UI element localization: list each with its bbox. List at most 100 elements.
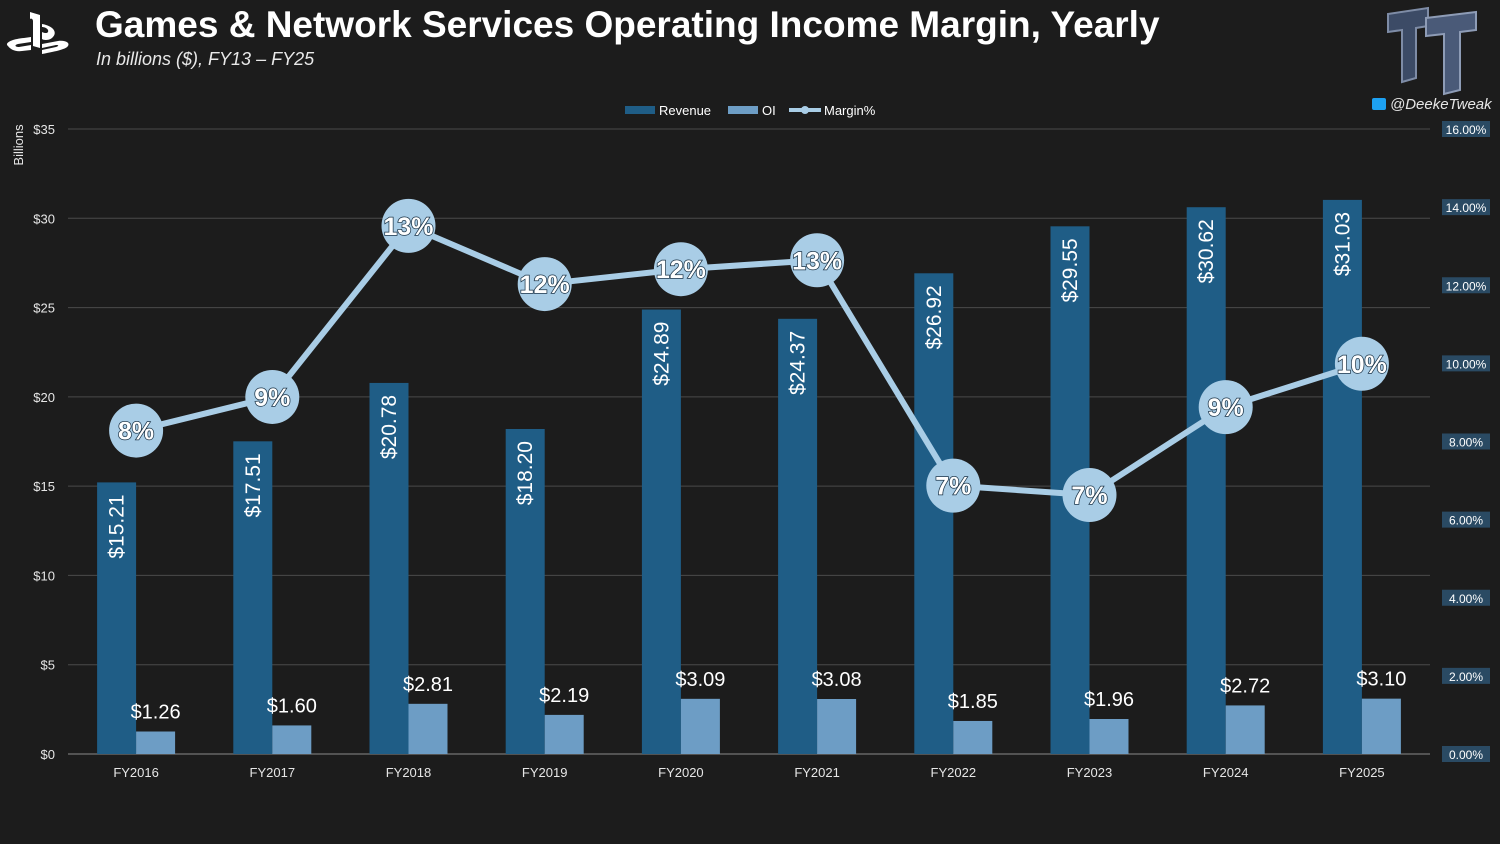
revenue-data-label: $17.51 — [242, 453, 265, 517]
y2-tick-label: 14.00% — [1446, 201, 1487, 215]
margin-data-label: 9% — [254, 384, 290, 412]
margin-marker — [653, 242, 708, 297]
y2-tick-bg — [1442, 511, 1490, 528]
revenue-bar — [778, 318, 818, 754]
y-tick-label: $5 — [41, 658, 55, 673]
revenue-bar — [1186, 207, 1226, 754]
oi-data-label: $1.96 — [1084, 689, 1134, 711]
margin-data-label: 7% — [935, 473, 971, 501]
legend-swatch-margin-dot — [801, 106, 809, 114]
legend-label-margin: Margin% — [824, 103, 876, 118]
margin-marker — [381, 198, 436, 253]
twitter-bird-icon — [1372, 98, 1386, 110]
oi-data-label: $3.10 — [1356, 669, 1406, 691]
margin-data-label: 9% — [1208, 394, 1244, 422]
y2-tick-label: 16.00% — [1446, 123, 1487, 137]
margin-data-label: 12% — [656, 256, 706, 284]
legend-label-revenue: Revenue — [659, 103, 711, 118]
oi-bar — [544, 714, 584, 754]
revenue-data-label: $29.55 — [1059, 238, 1082, 302]
y2-tick-bg — [1442, 433, 1490, 450]
x-tick-label: FY2017 — [250, 765, 296, 780]
revenue-data-label: $24.89 — [650, 322, 673, 386]
y-tick-label: $10 — [33, 568, 55, 583]
playstation-logo-icon — [6, 12, 69, 54]
twitter-handle-text: @DeekeTweak — [1390, 96, 1492, 113]
margin-data-label: 12% — [520, 271, 570, 299]
oi-bar — [817, 699, 857, 754]
margin-line — [135, 222, 1363, 499]
margin-data-label: 13% — [383, 213, 433, 241]
legend-swatch-revenue — [625, 106, 655, 114]
y2-tick-bg — [1442, 277, 1490, 294]
revenue-bar — [914, 273, 954, 754]
x-tick-label: FY2022 — [931, 765, 977, 780]
x-tick-label: FY2021 — [794, 765, 840, 780]
x-tick-label: FY2018 — [386, 765, 432, 780]
y-tick-label: $0 — [41, 747, 55, 762]
oi-data-label: $1.60 — [267, 695, 317, 717]
revenue-data-label: $26.92 — [923, 285, 946, 349]
y-tick-label: $20 — [33, 390, 55, 405]
y2-tick-bg — [1442, 121, 1490, 137]
margin-data-label: 8% — [118, 418, 154, 446]
y2-tick-label: 6.00% — [1449, 514, 1483, 528]
margin-data-label: 10% — [1337, 351, 1387, 379]
y2-tick-bg — [1442, 589, 1490, 606]
y2-tick-label: 8.00% — [1449, 436, 1483, 450]
revenue-data-label: $18.20 — [514, 441, 537, 505]
y-tick-label: $35 — [33, 122, 55, 137]
twitter-handle: @DeekeTweak — [1372, 96, 1492, 113]
oi-data-label: $2.72 — [1220, 675, 1270, 697]
margin-data-label: 13% — [792, 247, 842, 275]
tt-logo-icon — [1387, 6, 1477, 96]
y-tick-label: $15 — [33, 479, 55, 494]
margin-marker — [1334, 336, 1389, 391]
margin-marker — [109, 403, 164, 458]
margin-marker — [517, 257, 572, 312]
margin-marker — [926, 458, 981, 513]
oi-bar — [272, 725, 312, 754]
oi-bar — [408, 703, 448, 754]
y2-tick-label: 2.00% — [1449, 670, 1483, 684]
chart-subtitle: In billions ($), FY13 – FY25 — [96, 49, 315, 69]
oi-bar — [680, 698, 720, 754]
margin-marker — [245, 369, 300, 424]
revenue-bar — [97, 482, 137, 754]
x-tick-label: FY2016 — [113, 765, 159, 780]
revenue-bar — [1322, 199, 1362, 755]
oi-data-label: $1.85 — [948, 691, 998, 713]
margin-marker — [1198, 380, 1253, 435]
chart-header: Games & Network Services Operating Incom… — [0, 0, 1500, 113]
revenue-bar — [505, 429, 545, 754]
oi-bar — [1089, 719, 1129, 754]
y-tick-label: $30 — [33, 211, 55, 226]
y2-tick-bg — [1442, 746, 1490, 762]
revenue-bar — [641, 309, 681, 754]
x-tick-label: FY2024 — [1203, 765, 1249, 780]
revenue-data-label: $30.62 — [1195, 219, 1218, 283]
x-tick-label: FY2019 — [522, 765, 568, 780]
y2-tick-bg — [1442, 355, 1490, 372]
oi-bar — [1361, 698, 1401, 754]
chart-title: Games & Network Services Operating Incom… — [95, 4, 1160, 45]
oi-data-label: $3.09 — [675, 669, 725, 691]
legend-swatch-oi — [728, 106, 758, 114]
oi-data-label: $1.26 — [131, 702, 181, 724]
oi-data-label: $2.81 — [403, 674, 453, 696]
y-axis-label: Billions — [11, 124, 26, 166]
y2-tick-bg — [1442, 199, 1490, 216]
revenue-data-label: $24.37 — [787, 331, 810, 395]
margin-marker — [1062, 468, 1117, 523]
revenue-data-label: $15.21 — [106, 494, 129, 558]
x-tick-label: FY2025 — [1339, 765, 1385, 780]
legend-label-oi: OI — [762, 103, 776, 118]
x-tick-label: FY2020 — [658, 765, 704, 780]
y2-tick-label: 10.00% — [1446, 357, 1487, 371]
y2-tick-label: 12.00% — [1446, 279, 1487, 293]
y-tick-label: $25 — [33, 301, 55, 316]
margin-marker — [790, 233, 845, 288]
oi-bar — [1225, 705, 1265, 754]
oi-bar — [136, 731, 176, 754]
